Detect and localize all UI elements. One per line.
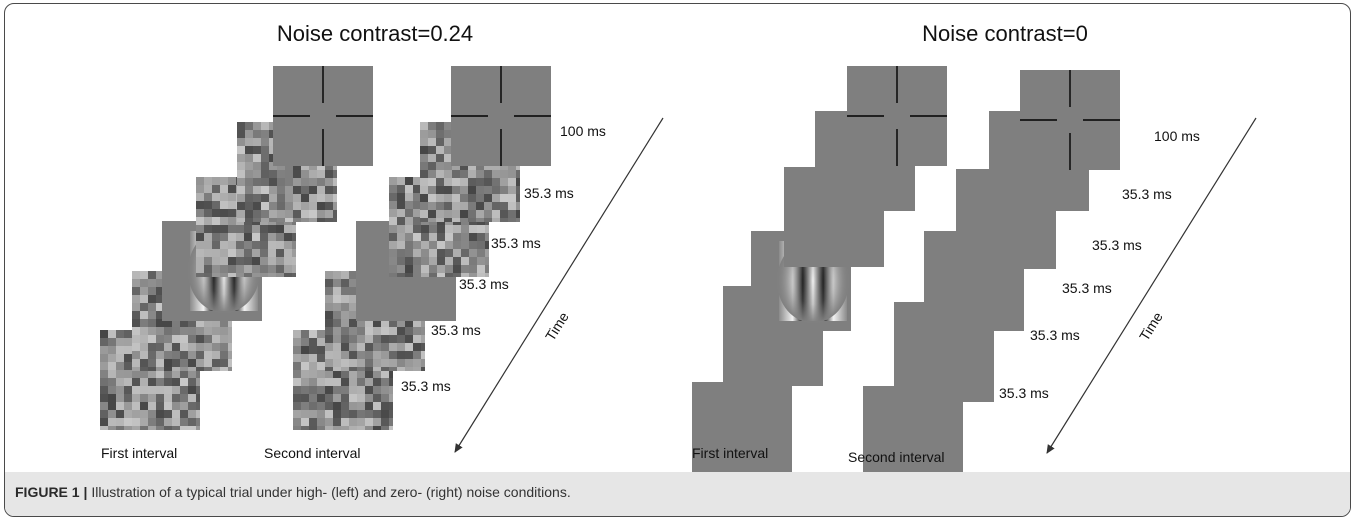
right-first-interval-label: First interval	[692, 445, 768, 461]
figure-frame: Noise contrast=0.24 Noise contrast=0 100…	[4, 3, 1351, 517]
right-duration-label: 100 ms	[1154, 128, 1200, 144]
right-time-label: Time	[1136, 309, 1166, 344]
left-duration-label: 35.3 ms	[459, 276, 509, 292]
right-duration-label: 35.3 ms	[1122, 186, 1172, 202]
gray-frame	[692, 382, 792, 474]
figure-caption: FIGURE 1 | Illustration of a typical tria…	[5, 472, 1350, 516]
fixation-frame	[451, 66, 551, 166]
left-time-arrow	[454, 117, 664, 453]
left-duration-label: 35.3 ms	[401, 378, 451, 394]
caption-text: Illustration of a typical trial under hi…	[91, 484, 571, 500]
right-panel-title: Noise contrast=0	[922, 21, 1088, 46]
caption-separator: |	[83, 484, 88, 500]
right-second-interval-label: Second interval	[848, 449, 945, 465]
left-panel-title: Noise contrast=0.24	[277, 21, 473, 46]
figure-label: FIGURE 1	[15, 484, 80, 500]
left-time-label: Time	[542, 309, 572, 344]
left-duration-label: 35.3 ms	[524, 185, 574, 201]
right-duration-label: 35.3 ms	[1062, 280, 1112, 296]
left-second-interval-label: Second interval	[264, 445, 361, 461]
frame-stacks	[100, 66, 1120, 474]
left-first-interval-label: First interval	[101, 445, 177, 461]
left-duration-label: 100 ms	[560, 123, 606, 139]
right-duration-label: 35.3 ms	[1092, 237, 1142, 253]
fixation-frame	[273, 66, 373, 166]
right-duration-label: 35.3 ms	[999, 385, 1049, 401]
left-duration-label: 35.3 ms	[491, 235, 541, 251]
fixation-frame	[847, 66, 947, 166]
right-time-arrow	[1046, 117, 1257, 454]
fixation-frame	[1020, 70, 1120, 170]
trial-diagram: Noise contrast=0.24 Noise contrast=0 100…	[100, 21, 1257, 474]
right-duration-label: 35.3 ms	[1030, 327, 1080, 343]
left-duration-label: 35.3 ms	[431, 322, 481, 338]
